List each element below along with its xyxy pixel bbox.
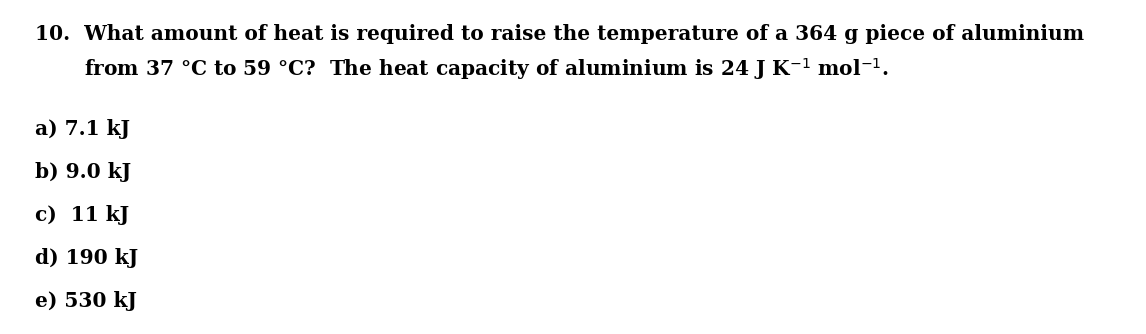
Text: 10.  What amount of heat is required to raise the temperature of a 364 g piece o: 10. What amount of heat is required to r…: [36, 24, 1084, 44]
Text: a) 7.1 kJ: a) 7.1 kJ: [36, 119, 129, 139]
Text: from 37 °C to 59 °C?  The heat capacity of aluminium is 24 J K$^{-1}$ mol$^{-1}$: from 37 °C to 59 °C? The heat capacity o…: [36, 56, 889, 82]
Text: c)  11 kJ: c) 11 kJ: [36, 205, 129, 225]
Text: d) 190 kJ: d) 190 kJ: [36, 248, 139, 268]
Text: e) 530 kJ: e) 530 kJ: [36, 291, 136, 311]
Text: b) 9.0 kJ: b) 9.0 kJ: [36, 162, 131, 182]
